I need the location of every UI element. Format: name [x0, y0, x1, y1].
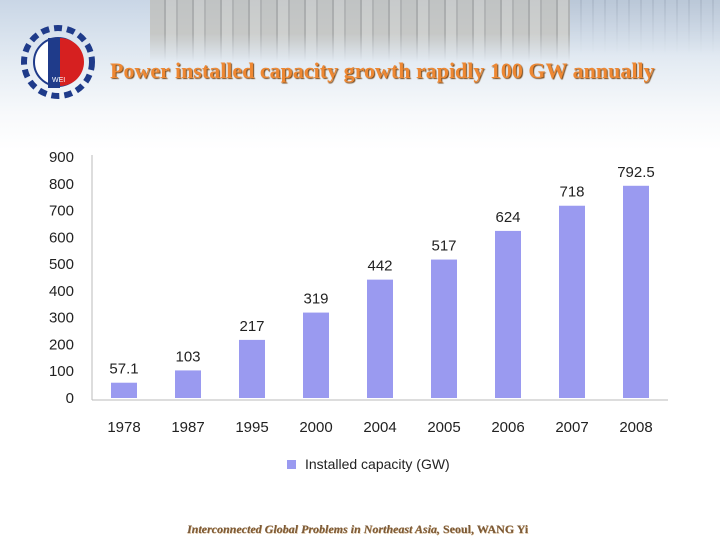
bar-1995	[239, 339, 265, 398]
footer-conference: Interconnected Global Problems in Northe…	[187, 522, 440, 536]
x-tick-label-1987: 1987	[171, 419, 204, 436]
x-tick-label-2006: 2006	[491, 419, 524, 436]
building-photo-right	[570, 0, 720, 55]
bar-2008	[623, 185, 649, 398]
y-tick-label-600: 600	[49, 229, 74, 246]
y-tick-label-300: 300	[49, 310, 74, 327]
logo-text: WEI	[52, 77, 65, 84]
data-label-1995: 217	[239, 318, 264, 335]
y-tick-label-900: 900	[49, 149, 74, 166]
x-tick-label-2004: 2004	[363, 419, 396, 436]
legend-swatch	[287, 459, 296, 469]
chart-legend: Installed capacity (GW)	[287, 456, 450, 472]
data-label-1978: 57.1	[109, 361, 138, 378]
bar-2000	[303, 312, 329, 398]
data-label-1987: 103	[175, 348, 200, 365]
slide-title: Power installed capacity growth rapidly …	[110, 58, 655, 83]
x-tick-label-2005: 2005	[427, 419, 460, 436]
bar-2005	[431, 259, 457, 398]
bar-2006	[495, 230, 521, 398]
x-tick-label-2008: 2008	[619, 419, 652, 436]
bar-2007	[559, 205, 585, 398]
y-tick-label-700: 700	[49, 203, 74, 220]
y-tick-label-100: 100	[49, 363, 74, 380]
data-label-2008: 792.5	[617, 164, 655, 181]
y-tick-label-400: 400	[49, 283, 74, 300]
bar-1987	[175, 370, 201, 398]
x-tick-label-1978: 1978	[107, 419, 140, 436]
data-label-2004: 442	[367, 258, 392, 275]
x-tick-label-1995: 1995	[235, 419, 268, 436]
building-photo	[150, 0, 570, 62]
data-label-2006: 624	[495, 209, 520, 226]
data-label-2005: 517	[431, 238, 456, 255]
slide-footer: Interconnected Global Problems in Northe…	[187, 522, 528, 537]
y-tick-label-800: 800	[49, 176, 74, 193]
y-tick-label-0: 0	[66, 390, 74, 407]
x-tick-label-2007: 2007	[555, 419, 588, 436]
y-tick-label-200: 200	[49, 336, 74, 353]
bar-1978	[111, 382, 137, 398]
footer-author: Seoul, WANG Yi	[442, 522, 529, 536]
bar-2004	[367, 279, 393, 398]
data-label-2000: 319	[303, 291, 328, 308]
y-tick-label-500: 500	[49, 256, 74, 273]
data-label-2007: 718	[559, 184, 584, 201]
header-photo-banner	[0, 0, 720, 150]
x-tick-label-2000: 2000	[299, 419, 332, 436]
legend-label: Installed capacity (GW)	[305, 456, 450, 472]
organization-logo: WEI	[21, 25, 95, 99]
